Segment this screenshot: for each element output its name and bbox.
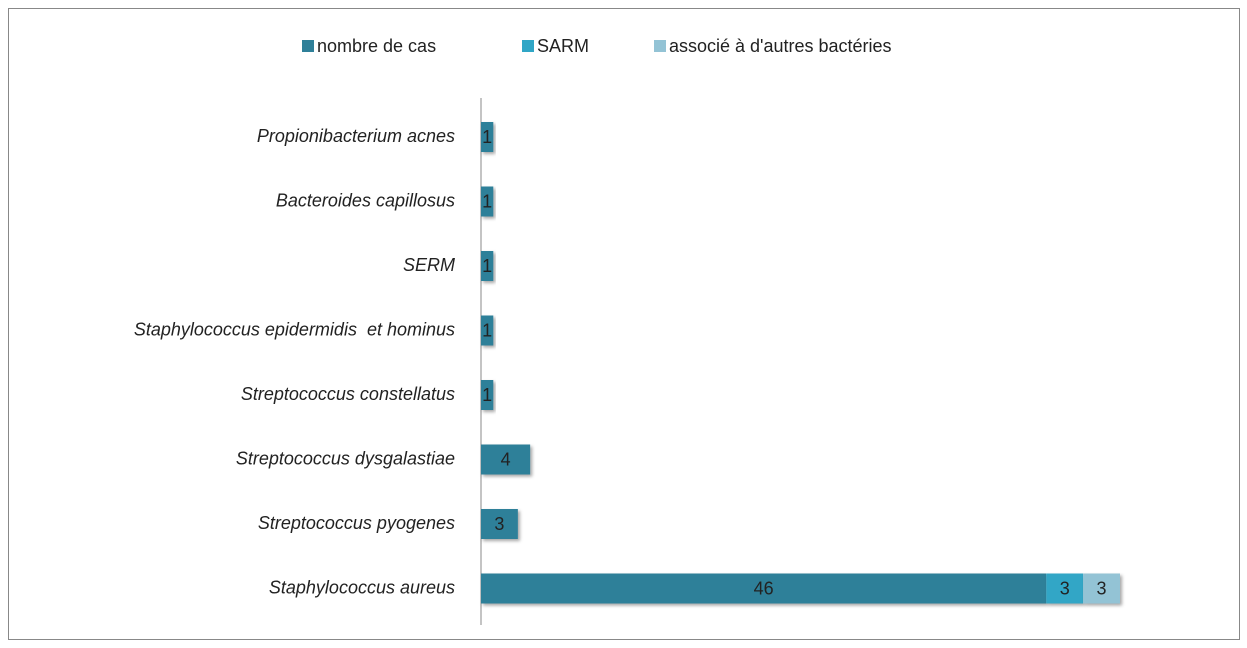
legend-swatch [302, 40, 314, 52]
legend-swatch [522, 40, 534, 52]
value-label: 1 [482, 127, 492, 147]
y-tick-label: Staphylococcus epidermidis et hominus [134, 319, 455, 339]
bar [481, 573, 1047, 604]
y-tick-label: SERM [403, 255, 455, 275]
bar [1083, 573, 1120, 604]
y-tick-label: Bacteroides capillosus [276, 190, 455, 210]
bar [481, 315, 494, 346]
y-tick-label: Streptococcus dysgalastiae [236, 448, 455, 468]
y-tick-label: Propionibacterium acnes [257, 126, 455, 146]
y-tick-label: Streptococcus pyogenes [258, 513, 455, 533]
y-tick-label: Streptococcus constellatus [241, 384, 455, 404]
chart-frame [8, 8, 1240, 640]
bar [481, 444, 531, 475]
value-label: 3 [1060, 578, 1070, 598]
value-label: 1 [482, 320, 492, 340]
value-label: 3 [494, 514, 504, 534]
value-label: 3 [1097, 578, 1107, 598]
bar [481, 251, 494, 281]
legend-swatch [654, 40, 666, 52]
value-label: 4 [501, 449, 511, 469]
bar [1046, 573, 1084, 604]
value-label: 1 [482, 385, 492, 405]
bar [481, 509, 518, 539]
bar [481, 122, 494, 152]
y-tick-label: Staphylococcus aureus [269, 577, 455, 597]
value-label: 1 [482, 256, 492, 276]
bar [481, 380, 494, 410]
bar [481, 186, 494, 217]
value-label: 1 [482, 191, 492, 211]
legend-label: associé à d'autres bactéries [669, 36, 892, 56]
value-label: 46 [754, 578, 774, 598]
legend-label: SARM [537, 36, 589, 56]
legend-label: nombre de cas [317, 36, 436, 56]
